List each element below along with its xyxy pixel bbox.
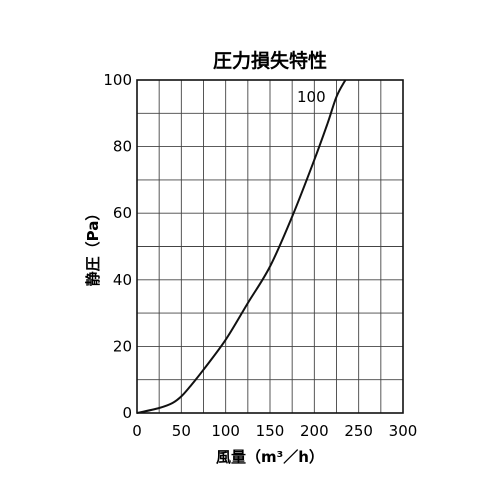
y-tick-label: 80: [113, 138, 132, 156]
x-tick-label: 150: [256, 422, 285, 440]
x-axis-label: 風量（m³／h）: [216, 448, 324, 466]
x-tick-label: 300: [389, 422, 418, 440]
series-line-100: [136, 79, 347, 414]
y-tick-label: 60: [113, 204, 132, 222]
x-tick-label: 100: [211, 422, 240, 440]
y-tick-label: 100: [103, 71, 132, 89]
x-tick-label: 250: [344, 422, 373, 440]
y-tick-label: 20: [113, 337, 132, 355]
chart-title: 圧力損失特性: [213, 49, 327, 72]
y-tick-labels: 0 20 40 60 80 100: [103, 71, 132, 422]
y-axis-label: 静圧（Pa）: [84, 206, 102, 287]
y-tick-label: 40: [113, 271, 132, 289]
x-tick-label: 200: [300, 422, 329, 440]
grid: [137, 80, 403, 413]
x-tick-labels: 0 50 100 150 200 250 300: [132, 422, 417, 440]
x-tick-label: 0: [132, 422, 142, 440]
plot-frame: [136, 79, 404, 414]
y-tick-label: 0: [122, 404, 132, 422]
x-tick-label: 50: [172, 422, 191, 440]
series-label-100: 100: [297, 88, 326, 106]
